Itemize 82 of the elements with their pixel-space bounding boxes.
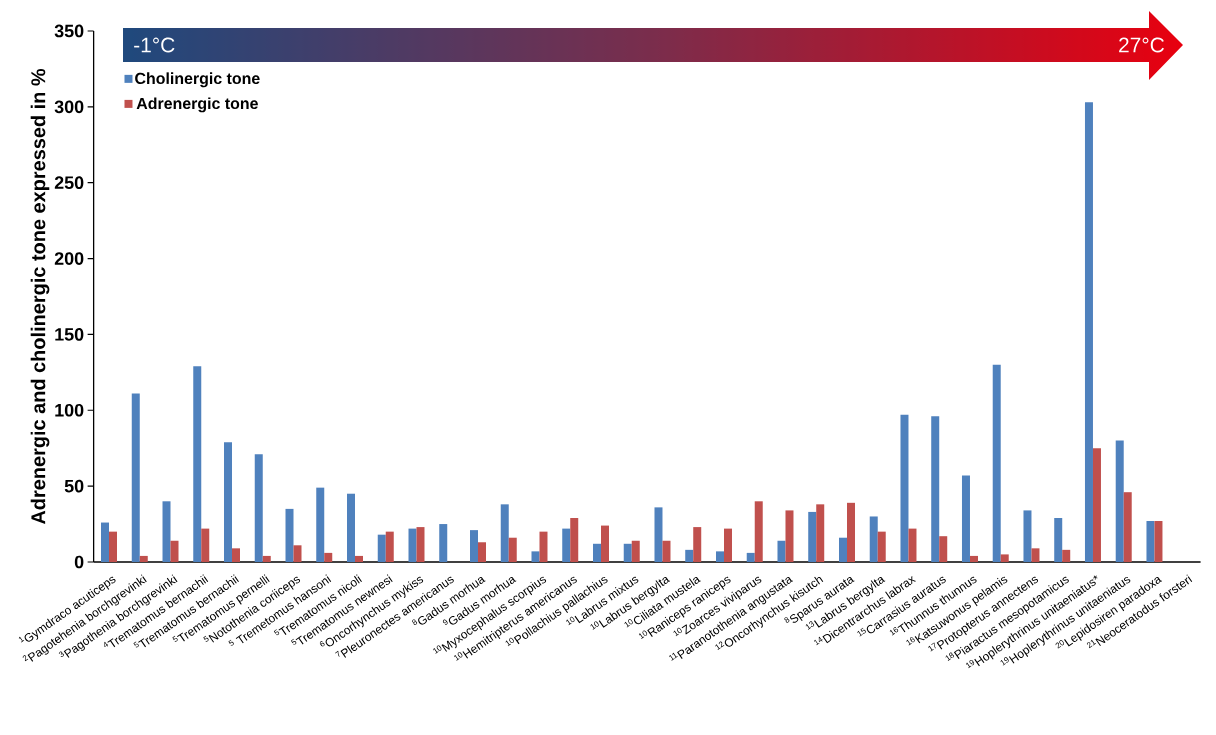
bar: [623, 543, 632, 562]
bar: [931, 416, 940, 562]
bar: [654, 507, 663, 562]
bar: [777, 540, 786, 562]
annotation: -1°C: [134, 37, 175, 53]
bar: [232, 548, 240, 562]
y-tick-label: 150: [55, 328, 84, 341]
bar: [562, 528, 571, 562]
bar: [101, 522, 110, 562]
bar: [685, 549, 694, 562]
bar: [1115, 440, 1124, 562]
bar: [816, 504, 825, 562]
bar: [385, 531, 394, 562]
bar: [131, 393, 140, 562]
bar: [109, 531, 118, 562]
bar: [961, 475, 970, 562]
bar: [746, 552, 755, 562]
bar: [869, 516, 878, 562]
bar: [531, 551, 540, 562]
bar: [838, 537, 847, 562]
bar: [693, 527, 702, 562]
y-axis-title: Adrenergic and cholinergic tone expressed in %: [30, 68, 50, 525]
legend-label: Adrenergic tone: [136, 97, 258, 113]
bar: [785, 510, 794, 562]
bar: [224, 442, 232, 562]
annotation: 27°C: [1119, 37, 1164, 53]
y-tick-label: 300: [54, 100, 84, 114]
bar: [877, 531, 886, 562]
bar: [908, 528, 917, 562]
bar: [1023, 510, 1032, 562]
bar: [162, 501, 171, 562]
bar: [1084, 102, 1093, 562]
bar: [969, 555, 978, 562]
bar: [439, 524, 448, 562]
bar: [846, 502, 855, 562]
bar: [201, 528, 210, 562]
bar: [1054, 517, 1063, 562]
bar: [139, 555, 148, 562]
bar: [992, 364, 1001, 562]
bar: [1092, 448, 1101, 562]
bar: [723, 528, 732, 562]
bar: [254, 454, 263, 562]
bar: [416, 527, 425, 562]
y-tick-label: 200: [54, 252, 84, 265]
bar: [754, 501, 763, 562]
bar: [355, 555, 363, 562]
y-tick-label: 0: [74, 555, 84, 569]
legend-label: Cholinergic tone: [135, 72, 260, 88]
bar: [377, 534, 386, 562]
bar: [631, 540, 640, 562]
bar: [539, 531, 548, 562]
bar: [408, 528, 417, 562]
bar: [1146, 521, 1155, 562]
bar: [293, 545, 302, 562]
y-tick-label: 350: [54, 24, 84, 38]
bar: [469, 530, 478, 562]
bar: [715, 551, 724, 562]
y-tick-label: 100: [55, 403, 84, 417]
bar: [477, 542, 486, 562]
y-tick-label: 50: [64, 479, 84, 493]
bar: [324, 552, 333, 562]
y-tick-label: 250: [54, 176, 84, 190]
bar: [1000, 554, 1009, 562]
bar: [1031, 548, 1040, 562]
bar: [939, 536, 948, 562]
bar: [1154, 521, 1163, 562]
bar: [808, 511, 817, 562]
bar: [592, 543, 601, 562]
bar: [193, 366, 202, 562]
bar: [262, 555, 271, 562]
bar: [900, 414, 909, 562]
bar: [570, 517, 579, 562]
bar: [347, 493, 355, 562]
bar: [285, 508, 294, 562]
bar: [170, 540, 179, 562]
bar: [662, 540, 671, 562]
bar: [508, 537, 517, 562]
bar: [1123, 492, 1132, 562]
bar: [600, 525, 609, 562]
bar: [1062, 549, 1071, 562]
bar: [500, 504, 509, 562]
bar: [316, 487, 325, 562]
